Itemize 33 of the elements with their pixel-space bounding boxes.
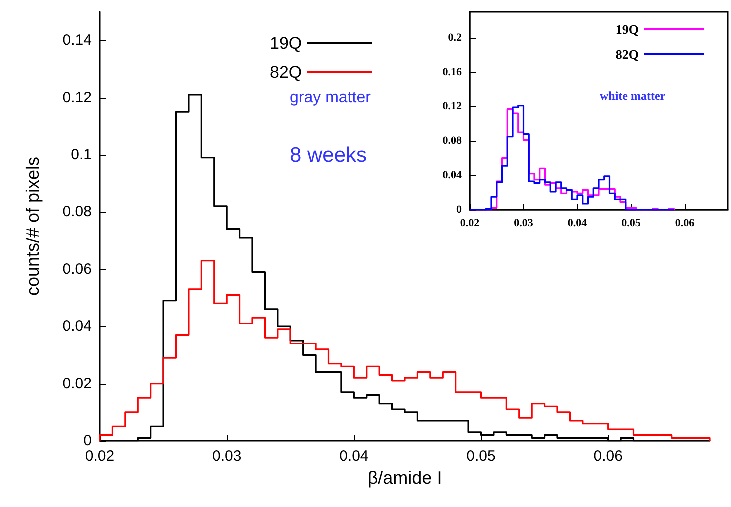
x-tick-label: 0.03	[514, 218, 534, 230]
legend-label: 82Q	[616, 47, 639, 62]
y-tick-label: 0.12	[62, 89, 92, 106]
x-tick-label: 0.05	[622, 218, 642, 230]
y-tick-label: 0.06	[62, 260, 92, 278]
y-tick-label: 0.08	[442, 135, 462, 148]
y-tick-label: 0.02	[62, 375, 92, 392]
y-tick-label: 0.14	[62, 32, 92, 50]
y-tick-label: 0.04	[62, 318, 92, 336]
x-tick-label: 0.03	[212, 448, 242, 465]
x-tick-label: 0.04	[340, 448, 369, 465]
x-axis-title: β/amide I	[368, 468, 442, 488]
y-tick-label: 0.2	[448, 32, 462, 44]
x-tick-label: 0.02	[460, 218, 480, 230]
legend-label: 19Q	[270, 34, 302, 53]
x-tick-label: 0.06	[675, 218, 696, 230]
annotation: white matter	[600, 89, 666, 103]
x-tick-label: 0.04	[568, 218, 588, 230]
y-tick-label: 0	[84, 432, 92, 450]
x-tick-label: 0.05	[466, 448, 496, 465]
y-tick-label: 0.12	[442, 100, 462, 113]
legend-label: 19Q	[616, 22, 639, 37]
y-tick-label: 0.16	[442, 66, 462, 78]
annotation: gray matter	[290, 90, 372, 106]
annotation: 8 weeks	[290, 144, 368, 167]
x-tick-label: 0.02	[85, 448, 115, 465]
y-tick-label: 0.08	[62, 204, 92, 221]
legend-label: 82Q	[270, 63, 302, 82]
y-tick-label: 0.1	[71, 146, 92, 164]
y-tick-label: 0	[456, 204, 462, 216]
x-tick-label: 0.06	[594, 448, 623, 465]
y-tick-label: 0.04	[442, 170, 462, 182]
y-axis-title: counts/# of pixels	[23, 156, 43, 296]
